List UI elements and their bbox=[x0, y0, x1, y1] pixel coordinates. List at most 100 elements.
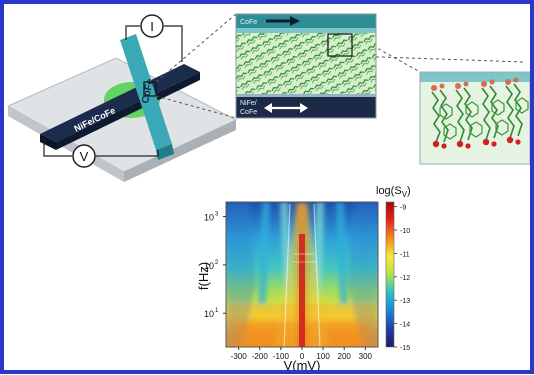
top-cofe-highlight bbox=[236, 28, 376, 33]
atom bbox=[465, 143, 471, 149]
voltage-meter bbox=[72, 144, 96, 168]
atom bbox=[491, 141, 497, 147]
y-tick-exponent: 3 bbox=[215, 212, 219, 218]
molecule-end-groups-bottom bbox=[432, 136, 521, 149]
colorbar-tick-label: -10 bbox=[400, 228, 410, 235]
bottom-arrow-head-left bbox=[264, 103, 272, 113]
atom bbox=[432, 140, 440, 148]
colorbar-tick-label: -13 bbox=[400, 298, 410, 305]
top-electrode-side bbox=[156, 144, 174, 160]
current-meter bbox=[140, 14, 164, 38]
bottom-layer-label-line2: CoFe bbox=[240, 109, 257, 116]
y-tick-label: 10 bbox=[204, 309, 214, 319]
x-tick-label: 200 bbox=[338, 352, 352, 361]
molecule-inset-background bbox=[420, 72, 530, 164]
bottom-layer-label-line1: NiFe/ bbox=[240, 100, 257, 107]
molecule-ring bbox=[465, 101, 479, 118]
x-tick-label: 100 bbox=[316, 352, 330, 361]
voltage-wire bbox=[43, 138, 159, 157]
colorbar-ticks: -9 -10 -11 -12 -13 -14 -15 bbox=[394, 205, 410, 352]
colorbar-label: log(SV) bbox=[376, 185, 411, 199]
atom bbox=[513, 77, 519, 83]
atom bbox=[482, 138, 490, 146]
y-tick-label: 10 bbox=[204, 213, 214, 223]
molecule-ring bbox=[515, 97, 529, 114]
zoom-marker bbox=[143, 81, 157, 97]
y-tick-exponent: 1 bbox=[215, 308, 219, 314]
colorbar-tick-label: -15 bbox=[400, 345, 410, 352]
cross-section-frame bbox=[235, 13, 377, 119]
atom bbox=[506, 136, 514, 144]
x-tick-label: -100 bbox=[273, 352, 290, 361]
molecule-zoom-marker bbox=[327, 33, 353, 57]
molecule-ring bbox=[491, 99, 505, 116]
molecule-chain bbox=[455, 89, 465, 143]
molecule-chain bbox=[505, 85, 515, 139]
atom bbox=[515, 139, 521, 145]
bottom-electrode bbox=[40, 64, 200, 142]
bottom-layer-highlight bbox=[236, 94, 376, 97]
y-axis-label: f(Hz) bbox=[196, 262, 211, 290]
heatmap-ridge-line bbox=[313, 203, 321, 347]
colorbar bbox=[385, 201, 395, 348]
x-tick-label: 300 bbox=[359, 352, 373, 361]
molecule-inset bbox=[420, 72, 530, 164]
atom bbox=[463, 81, 469, 87]
x-axis-label: V(mV) bbox=[284, 358, 321, 370]
molecule-chain bbox=[439, 89, 449, 143]
atom bbox=[481, 81, 487, 87]
top-layer-label: CoFe bbox=[240, 19, 257, 26]
x-tick-label: -300 bbox=[231, 352, 248, 361]
connector-line-mol-bottom bbox=[351, 55, 525, 63]
colorbar-tick-label: -14 bbox=[400, 322, 410, 329]
bottom-arrow-head-right bbox=[300, 103, 308, 113]
top-cofe-layer bbox=[236, 14, 376, 30]
molecule-chains bbox=[431, 83, 523, 143]
heatmap-streak bbox=[336, 202, 348, 304]
top-arrow-head bbox=[290, 16, 300, 26]
molecule-rings bbox=[439, 97, 529, 140]
figure-canvas: NiFe/CoFe CoFe I V CoFe bbox=[6, 13, 531, 373]
colorbar-label-close: ) bbox=[407, 185, 411, 197]
atom bbox=[439, 83, 445, 89]
connector-line-bottom bbox=[155, 95, 237, 119]
heatmap-center-core bbox=[299, 234, 305, 347]
colorbar-tick-label: -9 bbox=[400, 205, 406, 212]
atom bbox=[489, 79, 495, 85]
cross-section-inset bbox=[236, 14, 376, 118]
molecule-ring bbox=[495, 119, 509, 136]
colorbar-tick-label: -11 bbox=[400, 251, 410, 258]
x-tick-label: 0 bbox=[300, 352, 305, 361]
molecule-ring bbox=[469, 121, 483, 138]
heatmap-streak bbox=[258, 202, 270, 304]
molecule-chain bbox=[489, 85, 499, 139]
molecule-inset-top-layer bbox=[420, 72, 530, 82]
molecule-chain bbox=[463, 87, 473, 141]
colorbar-label-subscript: V bbox=[402, 190, 408, 199]
molecule-chain bbox=[513, 83, 523, 137]
molecule-chain bbox=[481, 87, 491, 141]
x-axis-ticks: -300 -200 -100 0 100 200 300 bbox=[231, 347, 373, 361]
voltage-meter-symbol: V bbox=[80, 149, 89, 164]
molecule-ring bbox=[439, 103, 453, 120]
molecular-film bbox=[236, 33, 376, 94]
colorbar-tick-label: -12 bbox=[400, 275, 410, 282]
atom bbox=[431, 85, 437, 91]
molecule-chain bbox=[431, 91, 441, 143]
heatmap-white-ridges bbox=[283, 203, 321, 347]
device-schematic: NiFe/CoFe CoFe I V bbox=[6, 14, 238, 182]
x-tick-label: -200 bbox=[252, 352, 269, 361]
atom bbox=[441, 143, 447, 149]
substrate-side bbox=[124, 120, 236, 182]
atom bbox=[456, 140, 464, 148]
y-tick-exponent: 2 bbox=[215, 260, 219, 266]
bottom-electrode-side bbox=[56, 72, 200, 150]
current-wire bbox=[125, 25, 183, 62]
molecule-end-groups-top bbox=[431, 77, 519, 91]
top-electrode bbox=[120, 34, 172, 150]
heatmap-plot-area bbox=[226, 202, 378, 347]
y-tick-label: 10 bbox=[204, 261, 214, 271]
current-meter-symbol: I bbox=[150, 19, 154, 34]
